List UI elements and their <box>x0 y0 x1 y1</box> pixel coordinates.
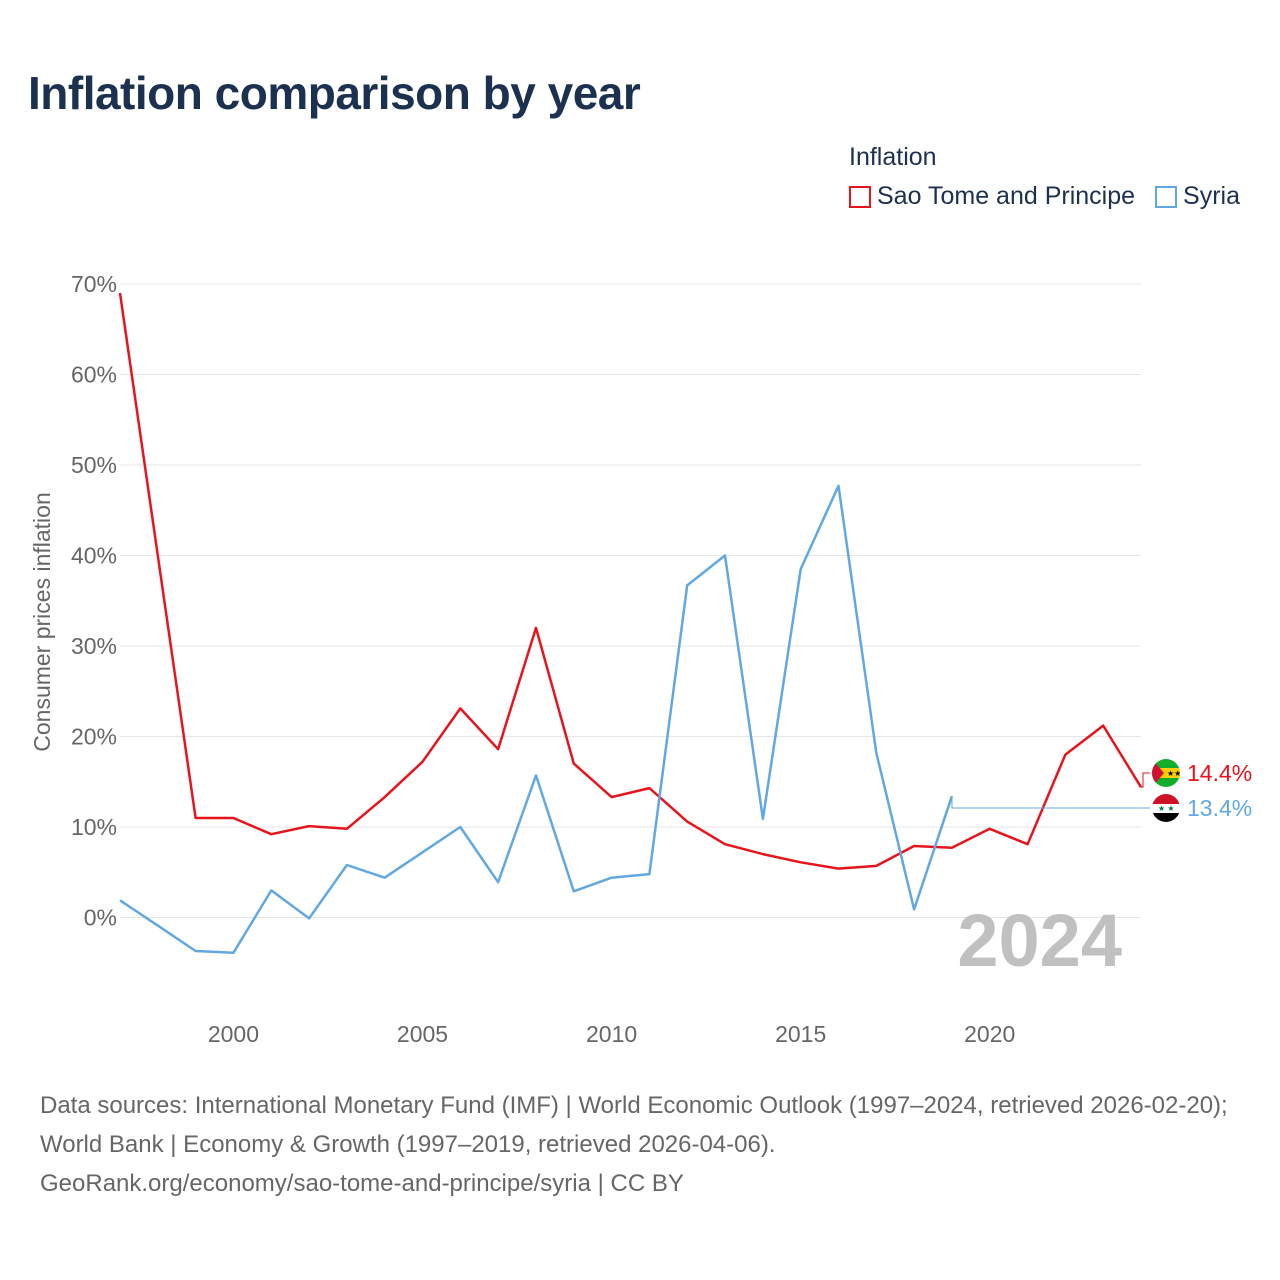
source-note: Data sources: International Monetary Fun… <box>40 1086 1250 1203</box>
series-line-sao-tome <box>118 292 1143 870</box>
syria-flag-icon: ★ ★ <box>1152 794 1180 822</box>
series-line-syria <box>119 484 954 955</box>
end-label-syria: 13.4% <box>1187 795 1252 821</box>
y-tick-label: 0% <box>84 905 117 931</box>
source-line: Data sources: International Monetary Fun… <box>40 1092 1228 1158</box>
legend-label-sao-tome: Sao Tome and Principe <box>877 182 1136 210</box>
legend: Inflation Sao Tome and Principe Syria <box>849 143 1240 211</box>
legend-item-sao-tome[interactable]: Sao Tome and Principe <box>849 182 1135 211</box>
y-tick-label: 50% <box>71 452 117 478</box>
y-tick-label: 60% <box>71 362 117 388</box>
y-tick-label: 10% <box>71 814 117 840</box>
line-chart: 0% 10% 20% 30% 40% 50% 60% 70% 2000 2005 2010 2015 2… <box>29 271 1252 1047</box>
connector-sao-tome <box>1141 772 1150 788</box>
x-tick-label: 2010 <box>586 1021 637 1047</box>
x-tick-label: 2015 <box>775 1021 826 1047</box>
connector-syria <box>951 796 1150 809</box>
legend-label-syria: Syria <box>1183 182 1241 210</box>
y-tick-label: 70% <box>71 271 117 297</box>
year-watermark: 2024 <box>957 899 1122 982</box>
y-axis-title: Consumer prices inflation <box>29 492 55 752</box>
y-tick-label: 40% <box>71 543 117 569</box>
page-title: Inflation comparison by year <box>28 67 641 119</box>
y-tick-label: 20% <box>71 724 117 750</box>
y-tick-label: 30% <box>71 633 117 659</box>
end-label-sao-tome: 14.4% <box>1187 760 1252 786</box>
legend-swatch-syria <box>1155 185 1178 208</box>
sao-tome-flag-icon: ★★ <box>1152 759 1181 787</box>
legend-title: Inflation <box>849 143 937 171</box>
legend-swatch-sao-tome <box>849 185 871 208</box>
x-tick-label: 2000 <box>208 1021 259 1047</box>
x-tick-label: 2005 <box>397 1021 448 1047</box>
svg-text:★★: ★★ <box>1167 769 1181 778</box>
x-tick-label: 2020 <box>964 1021 1015 1047</box>
svg-text:★ ★: ★ ★ <box>1158 804 1175 813</box>
source-link[interactable]: GeoRank.org/economy/sao-tome-and-princip… <box>40 1170 684 1197</box>
legend-item-syria[interactable]: Syria <box>1155 182 1240 211</box>
